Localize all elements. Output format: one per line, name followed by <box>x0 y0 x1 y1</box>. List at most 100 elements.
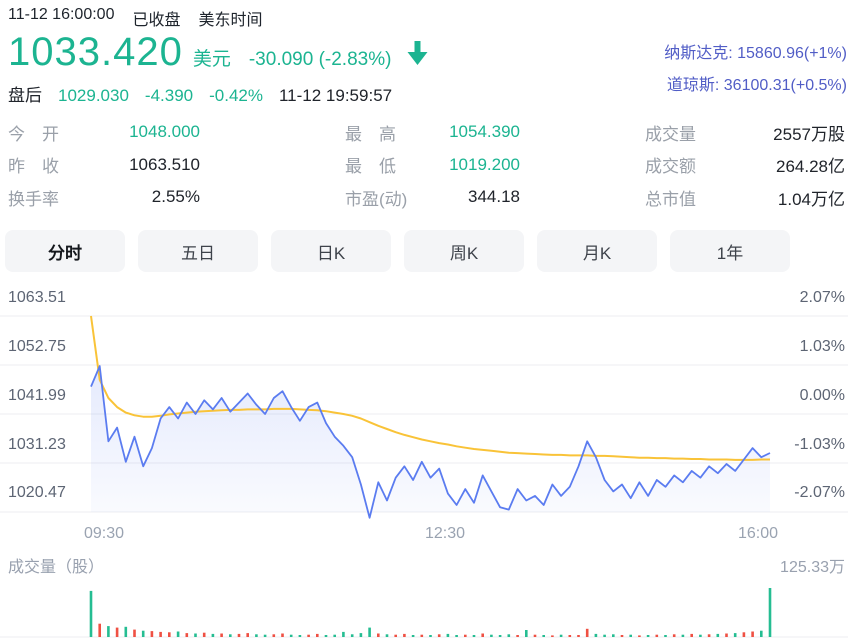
tab-daily-k[interactable]: 日K <box>271 230 391 272</box>
stat-label: 换手率 <box>8 189 59 209</box>
volume-bar <box>289 634 293 637</box>
index-nasdaq[interactable]: 纳斯达克: 15860.96(+1%) <box>664 45 847 62</box>
axis-price-label: 1020.47 <box>8 484 66 501</box>
tab-intraday[interactable]: 分时 <box>5 230 125 272</box>
volume-bar <box>464 634 467 637</box>
volume-bar <box>577 635 580 637</box>
stat-volume: 成交量 2557万股 <box>645 116 845 149</box>
volume-bar <box>725 633 728 637</box>
stat-day-low: 最 低 1019.200 <box>345 149 520 182</box>
volume-bar <box>681 634 685 637</box>
volume-max-label: 125.33万 <box>780 559 845 576</box>
volume-bar <box>716 633 720 637</box>
time-label-mid: 12:30 <box>425 525 465 542</box>
volume-bar <box>150 631 154 637</box>
stat-label: 总市值 <box>645 189 696 209</box>
stat-label: 市盈(动) <box>345 189 408 209</box>
after-hours-time: 11-12 19:59:57 <box>278 86 393 105</box>
volume-bar <box>359 633 363 637</box>
volume-bar <box>211 633 215 637</box>
stat-market-cap: 总市值 1.04万亿 <box>645 181 845 214</box>
volume-bar <box>333 634 336 637</box>
stat-label: 成交量 <box>645 124 696 144</box>
volume-bar <box>246 633 249 637</box>
time-axis: 09:30 12:30 16:00 <box>84 525 778 542</box>
volume-bar <box>133 629 136 637</box>
index-dowjones[interactable]: 道琼斯: 36100.31(+0.5%) <box>666 77 847 94</box>
tab-monthly-k[interactable]: 月K <box>537 230 657 272</box>
volume-bar <box>385 634 389 637</box>
tab-weekly-k[interactable]: 周K <box>404 230 524 272</box>
period-tabs: 分时 五日 日K 周K 月K 1年 <box>5 230 790 272</box>
volume-bar <box>707 634 711 637</box>
volume-bar <box>516 635 519 637</box>
avg-price-line <box>90 315 770 461</box>
volume-bar <box>472 635 476 637</box>
volume-bar <box>403 633 406 637</box>
volume-bar <box>768 588 772 637</box>
volume-bar <box>699 634 702 637</box>
volume-bar <box>446 633 450 637</box>
volume-bar <box>490 634 493 637</box>
tab-five-day[interactable]: 五日 <box>138 230 258 272</box>
volume-bar <box>533 634 537 637</box>
intraday-chart[interactable]: 1063.51 1052.75 1041.99 1031.23 1020.47 … <box>0 280 865 641</box>
stat-value: 2.55% <box>151 187 200 207</box>
volume-bar <box>350 634 354 637</box>
stat-value: 1063.510 <box>129 154 200 174</box>
axis-price-label: 1041.99 <box>8 387 66 404</box>
volume-bar <box>141 630 145 637</box>
volume-bar <box>751 631 754 637</box>
volume-bar <box>612 634 615 637</box>
time-label-open: 09:30 <box>84 525 124 542</box>
stat-value: 1048.000 <box>129 122 200 142</box>
axis-pct-label: 1.03% <box>800 338 845 355</box>
volume-bar <box>316 633 319 637</box>
volume-bar <box>742 632 746 637</box>
axis-pct-label: 0.00% <box>800 387 845 404</box>
after-hours-label: 盘后 <box>8 86 42 105</box>
stat-label: 最 低 <box>345 157 396 177</box>
stat-value: 1.04万亿 <box>777 189 845 209</box>
volume-bar <box>760 630 763 637</box>
volume-bar <box>255 634 258 637</box>
volume-bar <box>411 635 415 637</box>
status-row: 11-12 16:00:00 已收盘 美东时间 <box>8 6 263 30</box>
axis-price-label: 1031.23 <box>8 436 66 453</box>
time-label-close: 16:00 <box>738 525 778 542</box>
axis-price-label: 1063.51 <box>8 289 66 306</box>
price-area-fill <box>91 366 770 518</box>
after-hours-row: 盘后 1029.030 -4.390 -0.42% 11-12 19:59:57 <box>8 81 392 106</box>
volume-bar <box>568 635 572 637</box>
axis-pct-label: -1.03% <box>794 436 845 453</box>
tab-one-year[interactable]: 1年 <box>670 230 790 272</box>
volume-bar <box>202 632 206 637</box>
volume-bar <box>437 634 441 637</box>
volume-bar <box>585 628 589 637</box>
volume-title: 成交量（股） <box>8 558 104 576</box>
volume-bar <box>638 635 641 637</box>
volume-bar <box>733 633 737 637</box>
volume-bar <box>229 634 232 637</box>
stat-label: 最 高 <box>345 124 396 144</box>
price-row: 1033.420 美元 -30.090 (-2.83%) <box>8 30 428 74</box>
axis-price-label: 1052.75 <box>8 338 66 355</box>
volume-bar <box>455 635 458 637</box>
stat-value: 264.28亿 <box>776 157 845 177</box>
plot-area <box>89 315 772 637</box>
volume-bar <box>664 635 667 637</box>
stat-turnover-amount: 成交额 264.28亿 <box>645 149 845 182</box>
axis-pct-label: -2.07% <box>794 484 845 501</box>
down-arrow-icon <box>407 41 428 71</box>
stat-pe-ratio: 市盈(动) 344.18 <box>345 181 520 214</box>
stat-value: 1019.200 <box>449 154 520 174</box>
volume-bar <box>377 633 380 637</box>
price-line <box>90 365 771 519</box>
volume-bar <box>168 632 171 637</box>
stat-day-high: 最 高 1054.390 <box>345 116 520 149</box>
volume-bar <box>324 635 328 637</box>
volume-bar <box>690 633 693 637</box>
volume-bar <box>194 633 197 637</box>
volume-bar <box>429 635 432 637</box>
